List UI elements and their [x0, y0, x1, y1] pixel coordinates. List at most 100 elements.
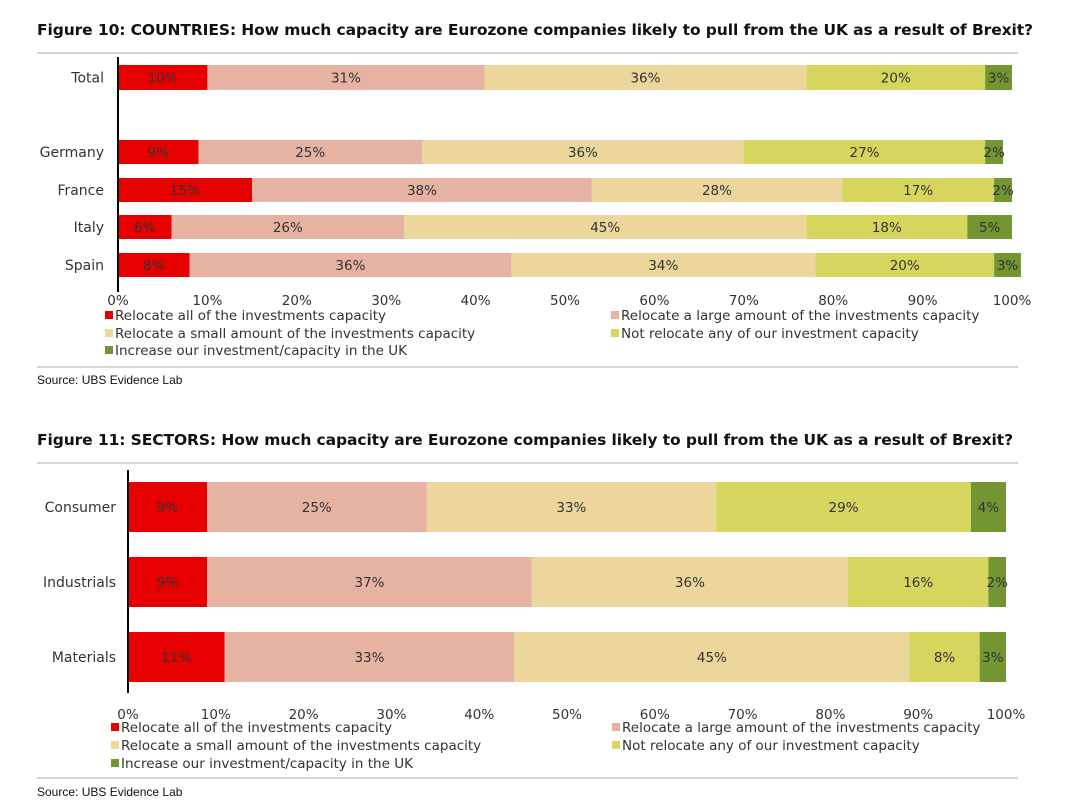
legend-swatch: [105, 346, 113, 354]
bar-segment-relocate-a-small-amount-of-the-investments-capacity: [591, 178, 843, 202]
category-label: France: [57, 183, 104, 199]
bar-row-spain: Spain 8% 36% 34% 20% 3%: [65, 253, 1021, 277]
legend-swatch: [611, 311, 619, 319]
x-tick-label: 60%: [640, 707, 670, 723]
x-tick-label: 70%: [729, 293, 759, 309]
x-tick-label: 80%: [818, 293, 848, 309]
x-tick-label: 50%: [550, 293, 580, 309]
legend-swatch: [612, 741, 620, 749]
category-label: Italy: [74, 220, 104, 236]
data-label: 9%: [157, 575, 179, 591]
data-label: 45%: [697, 650, 727, 666]
data-label: 18%: [872, 220, 902, 236]
bar-row-italy: Italy 6% 26% 45% 18% 5%: [74, 215, 1012, 239]
x-tick-label: 20%: [289, 707, 319, 723]
data-label: 15%: [170, 183, 200, 199]
bar-segment-relocate-a-large-amount-of-the-investments-capacity: [207, 557, 532, 607]
legend-item-relocate-a-small-amount-of-the-investments-capacity: Relocate a small amount of the investmen…: [105, 326, 475, 342]
bar-segment-relocate-all-of-the-investments-capacity: [128, 557, 208, 607]
bar-segment-increase-our-investment-capacity-in-the-uk: [985, 140, 1004, 164]
bar-segment-relocate-a-large-amount-of-the-investments-capacity: [207, 65, 485, 90]
legend-swatch: [111, 741, 119, 749]
data-label: 10%: [148, 71, 178, 87]
bar-segment-not-relocate-any-of-our-investment-capacity: [806, 215, 968, 239]
data-label: 31%: [331, 71, 361, 87]
category-label: Germany: [40, 145, 104, 161]
bar-segment-not-relocate-any-of-our-investment-capacity: [842, 178, 995, 202]
legend-label: Increase our investment/capacity in the …: [121, 756, 414, 772]
data-label: 36%: [630, 71, 660, 87]
legend-item-increase-our-investment-capacity-in-the-uk: Increase our investment/capacity in the …: [105, 343, 408, 359]
legend-label: Relocate a large amount of the investmen…: [622, 720, 980, 736]
bar-segment-relocate-a-small-amount-of-the-investments-capacity: [511, 253, 816, 277]
data-label: 38%: [407, 183, 437, 199]
data-label: 6%: [134, 220, 156, 236]
bar-segment-relocate-a-large-amount-of-the-investments-capacity: [171, 215, 405, 239]
x-tick-label: 100%: [987, 707, 1026, 723]
data-label: 2%: [987, 575, 1009, 591]
x-tick-label: 40%: [464, 707, 494, 723]
bar-segment-increase-our-investment-capacity-in-the-uk: [985, 65, 1012, 90]
bar-segment-relocate-all-of-the-investments-capacity: [118, 253, 190, 277]
bar-segment-relocate-a-small-amount-of-the-investments-capacity: [531, 557, 848, 607]
figure-11-bottom-rule: [37, 777, 1018, 779]
legend-label: Relocate a large amount of the investmen…: [621, 308, 979, 324]
category-label: Materials: [52, 650, 116, 666]
x-tick-label: 10%: [192, 293, 222, 309]
figure-10-top-rule: [37, 52, 1018, 54]
bar-segment-relocate-all-of-the-investments-capacity: [118, 140, 199, 164]
legend-item-not-relocate-any-of-our-investment-capacity: Not relocate any of our investment capac…: [611, 326, 919, 342]
data-label: 36%: [335, 258, 365, 274]
data-label: 45%: [590, 220, 620, 236]
data-label: 36%: [675, 575, 705, 591]
legend-label: Relocate all of the investments capacity: [115, 308, 386, 324]
data-label: 2%: [983, 145, 1005, 161]
figure-11-source: Source: UBS Evidence Lab: [37, 785, 183, 799]
bar-segment-relocate-a-small-amount-of-the-investments-capacity: [421, 140, 744, 164]
x-tick-label: 50%: [552, 707, 582, 723]
bar-segment-relocate-all-of-the-investments-capacity: [128, 482, 208, 532]
bar-segment-not-relocate-any-of-our-investment-capacity: [743, 140, 986, 164]
legend: Relocate all of the investments capacity…: [105, 308, 979, 359]
bar-row-industrials: Industrials 9% 37% 36% 16% 2%: [43, 557, 1008, 607]
data-label: 16%: [903, 575, 933, 591]
data-label: 11%: [161, 650, 191, 666]
legend-swatch: [111, 759, 119, 767]
bar-segment-relocate-a-large-amount-of-the-investments-capacity: [198, 140, 422, 164]
figure-10-chart: Total 10% 31% 36% 20% 3%Germany 9% 25% 36% 27% 2%F…: [40, 57, 1032, 359]
data-label: 33%: [354, 650, 384, 666]
legend-item-relocate-a-large-amount-of-the-investments-capacity: Relocate a large amount of the investmen…: [611, 308, 979, 324]
data-label: 8%: [934, 650, 956, 666]
data-label: 3%: [997, 258, 1019, 274]
category-label: Consumer: [45, 500, 117, 516]
data-label: 37%: [354, 575, 384, 591]
legend-item-relocate-a-small-amount-of-the-investments-capacity: Relocate a small amount of the investmen…: [111, 738, 481, 754]
legend-label: Increase our investment/capacity in the …: [115, 343, 408, 359]
bar-segment-not-relocate-any-of-our-investment-capacity: [815, 253, 995, 277]
legend-item-relocate-a-large-amount-of-the-investments-capacity: Relocate a large amount of the investmen…: [612, 720, 980, 736]
x-tick-label: 90%: [903, 707, 933, 723]
bar-segment-relocate-a-large-amount-of-the-investments-capacity: [252, 178, 592, 202]
bar-row-consumer: Consumer 9% 25% 33% 29% 4%: [45, 482, 1006, 532]
bar-segment-increase-our-investment-capacity-in-the-uk: [994, 178, 1012, 202]
bar-segment-relocate-a-small-amount-of-the-investments-capacity: [404, 215, 807, 239]
data-label: 29%: [829, 500, 859, 516]
legend-item-relocate-all-of-the-investments-capacity: Relocate all of the investments capacity: [105, 308, 386, 324]
data-label: 25%: [295, 145, 325, 161]
data-label: 3%: [982, 650, 1004, 666]
bar-segment-relocate-a-small-amount-of-the-investments-capacity: [426, 482, 717, 532]
x-tick-label: 70%: [728, 707, 758, 723]
data-label: 28%: [702, 183, 732, 199]
bar-row-materials: Materials 11% 33% 45% 8% 3%: [52, 632, 1006, 682]
legend-label: Relocate a small amount of the investmen…: [121, 738, 481, 754]
figure-11-top-rule: [37, 462, 1018, 464]
legend-label: Relocate a small amount of the investmen…: [115, 326, 475, 342]
data-label: 4%: [978, 500, 1000, 516]
bar-row-france: France 15% 38% 28% 17% 2%: [57, 178, 1014, 202]
data-label: 8%: [143, 258, 165, 274]
x-tick-label: 100%: [993, 293, 1032, 309]
data-label: 20%: [890, 258, 920, 274]
figure-10-source: Source: UBS Evidence Lab: [37, 373, 183, 387]
figure-10-bottom-rule: [37, 366, 1018, 368]
legend-label: Not relocate any of our investment capac…: [621, 326, 919, 342]
